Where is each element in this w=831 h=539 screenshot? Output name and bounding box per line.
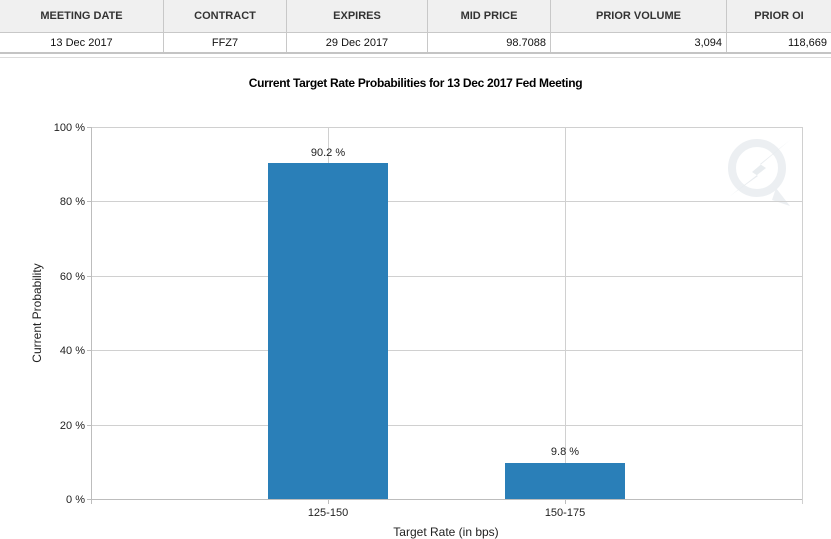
header-contract: CONTRACT [163, 0, 287, 33]
divider [0, 57, 831, 58]
header-mid-price: MID PRICE [427, 0, 551, 33]
y-tick-label: 100 % [54, 122, 85, 134]
header-prior-volume: PRIOR VOLUME [550, 0, 727, 33]
cell-meeting-date: 13 Dec 2017 [0, 32, 164, 54]
cell-expires: 29 Dec 2017 [286, 32, 428, 54]
y-tick-label: 0 % [66, 494, 85, 506]
bar-value-label: 9.8 % [551, 446, 579, 458]
q-lightning-logo-icon [728, 139, 790, 206]
cell-prior-oi: 118,669 [726, 32, 831, 54]
y-tick-label: 40 % [60, 345, 85, 357]
y-axis-title: Current Probability [30, 263, 44, 362]
y-tick-marks [87, 127, 91, 500]
header-expires: EXPIRES [286, 0, 428, 33]
cell-prior-volume: 3,094 [550, 32, 727, 54]
x-category-label: 125-150 [308, 507, 348, 519]
x-tick-marks [328, 499, 566, 504]
x-category-label: 150-175 [545, 507, 585, 519]
header-prior-oi: PRIOR OI [726, 0, 831, 33]
y-gridlines [91, 127, 802, 426]
y-tick-label: 20 % [60, 420, 85, 432]
table-header-row: MEETING DATE CONTRACT EXPIRES MID PRICE … [0, 0, 831, 33]
bar-150-175[interactable] [505, 463, 625, 499]
cell-contract: FFZ7 [163, 32, 287, 54]
contract-info-table: MEETING DATE CONTRACT EXPIRES MID PRICE … [0, 0, 831, 54]
y-tick-label: 80 % [60, 196, 85, 208]
y-tick-label: 60 % [60, 271, 85, 283]
bar-value-label: 90.2 % [311, 147, 345, 159]
header-meeting-date: MEETING DATE [0, 0, 164, 33]
table-row: 13 Dec 2017 FFZ7 29 Dec 2017 98.7088 3,0… [0, 32, 831, 54]
cell-mid-price: 98.7088 [427, 32, 551, 54]
x-axis-title: Target Rate (in bps) [393, 525, 498, 539]
bar-125-150[interactable] [268, 163, 388, 499]
chart-title: Current Target Rate Probabilities for 13… [248, 76, 583, 90]
